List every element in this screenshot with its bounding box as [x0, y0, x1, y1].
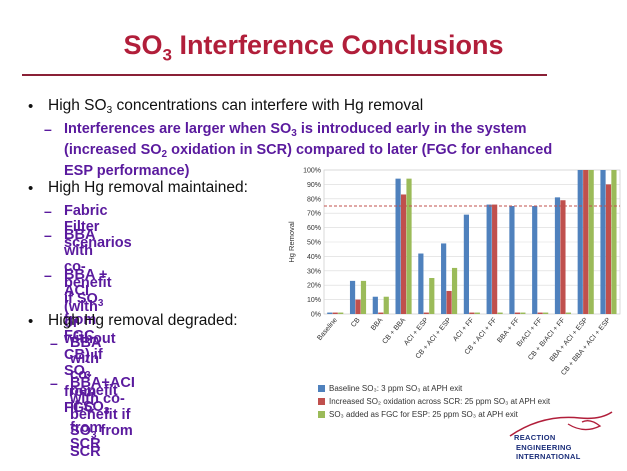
y-tick-label: 50% [307, 240, 321, 247]
bar-3 [474, 312, 480, 314]
dash-icon: – [50, 335, 58, 351]
bar-1 [418, 253, 424, 314]
hg-removal-bar-chart: 0% 10% 20% 30% 40% 50% 60% 70% 80% 90% 100% Hg Remo… [287, 168, 621, 377]
bar-2 [537, 312, 543, 314]
bar-3 [360, 280, 367, 314]
bar-1 [486, 204, 492, 314]
x-tick-label: BBA + FF [496, 317, 521, 345]
bullet-2-2: BBA with co-benefit if SO3 from FGC [64, 227, 112, 344]
logo-text: REACTION ENGINEERING INTERNATIONAL [514, 433, 581, 461]
bar-3 [588, 170, 594, 314]
bar-1 [532, 206, 538, 314]
bar-2 [423, 312, 429, 314]
bar-3 [497, 312, 503, 314]
bullet-1-1: Interferences are larger when SO3 is int… [64, 121, 553, 179]
bar-3 [406, 178, 412, 314]
rei-logo-icon [509, 411, 613, 437]
legend-swatch [318, 398, 325, 405]
bar-2 [446, 290, 452, 314]
bar-1 [327, 312, 333, 314]
bullet-2: High Hg removal maintained: [48, 179, 248, 196]
bar-3 [338, 312, 344, 314]
bar-1 [441, 243, 447, 314]
y-tick-label: 0% [311, 312, 321, 319]
y-tick-label: 90% [307, 182, 321, 189]
bullet-dot: • [28, 180, 34, 197]
bullet-2-1: Fabric Filter scenarios [64, 203, 132, 251]
bullet-3-2: BBA+ACI with co-benefit if SO3 from SCR [70, 375, 135, 460]
y-tick-label: 100% [303, 168, 321, 175]
bar-3 [520, 312, 526, 314]
bar-2 [583, 170, 589, 314]
bullet-1: High SO3 concentrations can interfere wi… [48, 97, 424, 116]
chart-legend: Baseline SO₃: 3 ppm SO₃ at APH exit Incr… [318, 382, 550, 421]
bar-1 [395, 178, 401, 314]
bar-2 [355, 299, 361, 314]
y-tick-label: 10% [307, 297, 321, 304]
bar-3 [565, 312, 572, 314]
bullet-dot: • [28, 313, 34, 330]
bullet-2-3: BBA + ACI (with or without CB) if SO3 fr… [64, 267, 116, 416]
y-tick-label: 70% [307, 211, 321, 218]
bar-1 [577, 170, 583, 314]
bar-3 [383, 296, 389, 314]
bar-2 [469, 312, 475, 314]
bar-2 [605, 184, 612, 314]
bar-2 [492, 204, 498, 314]
bullet-dot: • [28, 98, 34, 115]
dash-icon: – [44, 121, 52, 137]
bullet-3: High Hg removal degraded: [48, 312, 238, 329]
legend-item-baseline: Baseline SO₃: 3 ppm SO₃ at APH exit [318, 382, 550, 395]
x-tick-label: Baseline [316, 317, 339, 342]
dash-icon: – [44, 227, 52, 243]
bar-2 [400, 194, 407, 314]
bar-1 [509, 206, 515, 314]
bar-1 [463, 214, 469, 314]
bar-3 [451, 267, 458, 314]
dash-icon: – [44, 203, 52, 219]
bullet-3-1: BBA with co-benefit if SO3 from SCR [70, 335, 118, 452]
bar-2 [560, 200, 566, 314]
x-tick-label: CB [350, 317, 362, 329]
bar-2 [378, 312, 384, 314]
y-axis-label: Hg Removal [287, 221, 296, 263]
y-tick-label: 40% [307, 254, 321, 261]
x-tick-label: ACI + FF [452, 317, 475, 343]
y-tick-label: 20% [307, 283, 321, 290]
y-tick-label: 60% [307, 225, 321, 232]
legend-item-fgc: SO₃ added as FGC for ESP: 25 ppm SO₃ at … [318, 408, 550, 421]
legend-swatch [318, 385, 325, 392]
x-tick-label: BBA [370, 317, 385, 332]
bar-1 [349, 280, 356, 314]
bar-3 [611, 170, 617, 314]
legend-swatch [318, 411, 325, 418]
bar-1 [554, 197, 561, 314]
legend-item-scr: Increased SO₂ oxidation across SCR: 25 p… [318, 395, 550, 408]
slide-title: SO3 Interference Conclusions [123, 30, 504, 65]
y-tick-label: 30% [307, 268, 321, 275]
bar-1 [600, 170, 606, 314]
dash-icon: – [44, 267, 52, 283]
title-divider [22, 74, 547, 76]
bar-2 [514, 312, 520, 314]
dash-icon: – [50, 375, 58, 391]
bar-3 [543, 312, 549, 314]
y-tick-label: 80% [307, 196, 321, 203]
bar-2 [332, 312, 338, 314]
bar-1 [372, 296, 378, 314]
bar-3 [429, 278, 435, 314]
